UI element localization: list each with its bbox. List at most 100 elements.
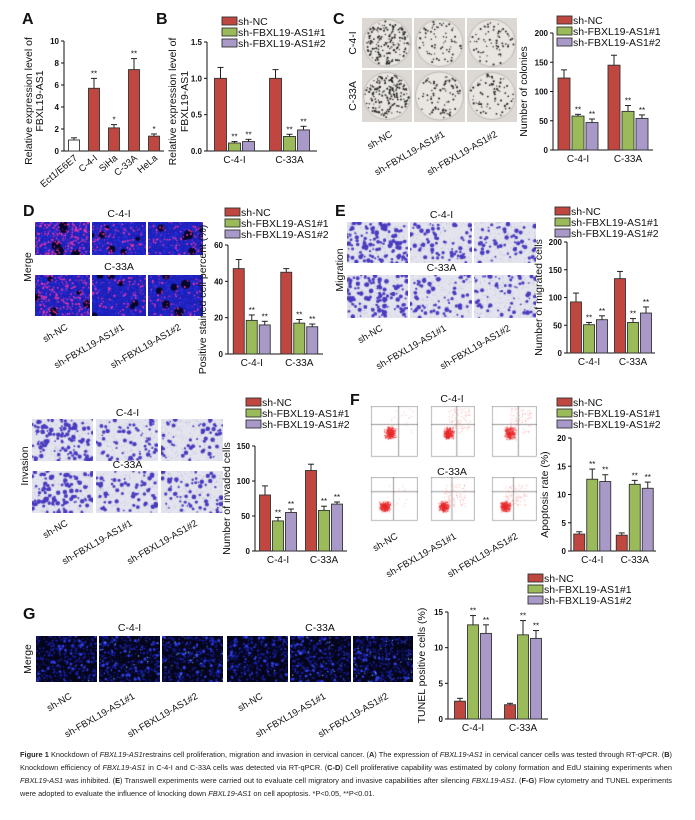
- significance-mark: **: [300, 117, 306, 126]
- chart-inv: 0 50 100 150 Number of invaded cells ** ** C-4-…: [221, 397, 350, 566]
- y-tick-label: 15: [557, 462, 566, 471]
- micrograph-invasion-sh-fbxl19-as1-2: [161, 419, 223, 461]
- micrograph-c-sh-nc: [362, 70, 412, 122]
- category-label: C-33A: [614, 154, 643, 165]
- legend-swatch: [556, 408, 573, 418]
- bar: [583, 324, 595, 354]
- bar: [293, 322, 306, 355]
- significance-mark: **: [645, 473, 651, 482]
- legend-label: sh-NC: [241, 207, 271, 219]
- significance-mark: **: [470, 607, 476, 616]
- y-tick-label: 40: [214, 277, 223, 286]
- group-label: sh-FBXL19-AS1#2: [316, 691, 390, 740]
- significance-mark: **: [630, 310, 636, 319]
- bar: [627, 322, 639, 354]
- panel-letter-b: B: [156, 11, 168, 28]
- significance-mark: **: [286, 125, 292, 134]
- cell-line-title: C-4-I: [107, 208, 130, 220]
- legend-swatch: [221, 27, 238, 37]
- category-label: C-33A: [275, 155, 304, 166]
- micrograph-c-sh-nc: [362, 18, 412, 68]
- y-tick-label: 0: [562, 547, 567, 556]
- category-label: C-33A: [285, 358, 314, 369]
- significance-mark: **: [639, 106, 645, 115]
- group-label: sh-NC: [371, 531, 400, 554]
- y-axis-label: Number of colonies: [518, 46, 530, 136]
- micrograph-g2-sh-fbxl19-as1-1: [290, 636, 351, 682]
- y-tick-label: 10: [434, 644, 443, 653]
- y-axis-label: Apoptosis rate (%): [539, 451, 551, 537]
- bar: [480, 632, 492, 720]
- legend-swatch: [527, 584, 544, 594]
- y-tick-label: 20: [214, 314, 223, 323]
- legend-label: sh-FBXL19-AS1#2: [544, 595, 632, 607]
- legend-label: sh-FBXL19-AS1#1: [544, 584, 632, 596]
- cell-line-title: C-4-I: [118, 622, 141, 634]
- group-label: sh-NC: [45, 691, 74, 714]
- y-tick-label: 100: [549, 294, 563, 303]
- legend-label: sh-NC: [238, 16, 268, 28]
- micrograph-g2-sh-nc: [227, 636, 288, 682]
- y-tick-label: 4: [55, 103, 60, 112]
- significance-mark: **: [309, 315, 315, 324]
- category-label: C-33A: [509, 723, 538, 734]
- merge-side-label: Merge: [22, 644, 34, 674]
- category-label: C-4-I: [581, 555, 603, 566]
- bar: [269, 77, 282, 152]
- significance-mark: **: [334, 493, 340, 502]
- caption-segment: ) Cell proliferative capability was esti…: [340, 763, 672, 772]
- legend-label: sh-FBXL19-AS1#2: [573, 419, 661, 431]
- bar: [258, 324, 271, 355]
- bar: [640, 312, 652, 354]
- y-axis-label: Number of invaded cells: [221, 442, 233, 555]
- y-tick-label: 0: [439, 715, 444, 724]
- y-tick-label: 0: [544, 146, 549, 155]
- legend-swatch: [554, 217, 571, 227]
- bar: [615, 534, 628, 552]
- bar: [607, 64, 621, 151]
- cell-line-title: C-33A: [305, 622, 335, 634]
- y-tick-label: 1.5: [191, 38, 203, 47]
- caption-segment: ) Knockdown efficiency of: [20, 750, 672, 772]
- y-tick-label: 0.5: [191, 111, 203, 120]
- group-label: sh-FBXL19-AS1#1: [60, 518, 134, 567]
- micrograph-e-sh-fbxl19-as1-2: [474, 222, 536, 263]
- y-tick-label: 0.0: [191, 147, 203, 156]
- caption-segment: FBXL19-AS1: [208, 789, 252, 798]
- caption-segment: FBXL19-AS1: [439, 750, 483, 759]
- legend-label: sh-NC: [544, 573, 574, 585]
- legend-label: sh-FBXL19-AS1#2: [571, 228, 659, 240]
- y-tick-label: 150: [237, 442, 251, 451]
- legend-label: sh-FBXL19-AS1#1: [573, 408, 661, 420]
- cell-line-row-label: C-4-I: [347, 31, 359, 54]
- chart-b: 0.0 0.5 1.0 1.5 Relative expression level of…: [167, 16, 326, 166]
- bar: [641, 487, 654, 552]
- legend-label: sh-FBXL19-AS1#1: [262, 408, 350, 420]
- group-label: sh-NC: [356, 323, 385, 346]
- bar: [285, 512, 297, 552]
- legend-label: sh-FBXL19-AS1#2: [262, 419, 350, 431]
- panel-letter-f: F: [350, 392, 360, 409]
- significance-mark: **: [91, 69, 97, 78]
- caption-segment: restrains cell proliferation, migration …: [142, 750, 369, 759]
- cell-line-title: C-4-I: [116, 407, 139, 419]
- caption-segment: was inhibited. (: [63, 776, 116, 785]
- y-tick-label: 60: [214, 241, 223, 250]
- bar: [586, 478, 599, 552]
- legend-swatch: [527, 595, 544, 605]
- chart-f: 0 5 10 15 20 Apoptosis rate (%) ** ** C-4-I ** ** C…: [539, 397, 661, 566]
- micrograph-c-sh-fbxl19-as1-2: [467, 70, 517, 122]
- significance-mark: **: [131, 50, 137, 59]
- y-tick-label: 5: [439, 679, 444, 688]
- legend-swatch: [554, 206, 571, 216]
- cell-line-title: C-4-I: [430, 209, 453, 221]
- legend-swatch: [224, 218, 241, 228]
- micrograph-g1-sh-fbxl19-as1-1: [99, 636, 160, 682]
- micrograph-d-sh-nc: [35, 275, 90, 316]
- significance-mark: **: [296, 310, 302, 319]
- category-label: C-4-I: [241, 358, 263, 369]
- bar: [306, 326, 319, 355]
- micrograph-invasion-sh-fbxl19-as1-1: [96, 471, 158, 513]
- legend-swatch: [221, 38, 238, 48]
